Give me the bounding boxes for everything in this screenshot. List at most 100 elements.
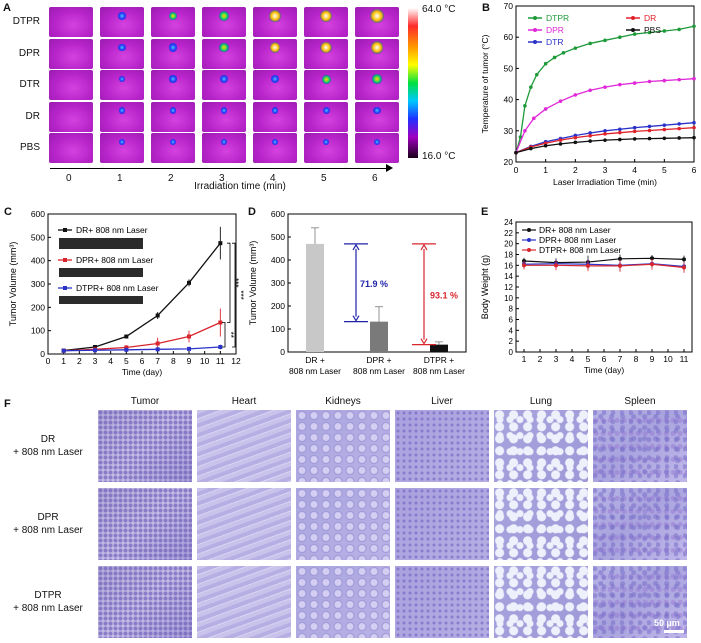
y-tick-label: 500 (31, 232, 45, 242)
thermal-image-cell (151, 70, 195, 100)
thermal-image-cell (100, 39, 144, 69)
y-axis-label: Tumor Volume (mm³) (248, 241, 258, 326)
scale-bar-label: 50 µm (654, 618, 680, 628)
data-point (588, 42, 592, 46)
data-point (677, 122, 681, 126)
thermal-image-cell (49, 70, 93, 100)
significance-label: *** (236, 290, 244, 299)
data-point (93, 348, 97, 352)
data-point (603, 138, 607, 142)
x-tick-label: 0 (46, 356, 51, 366)
tumor-hotspot (169, 75, 176, 82)
histology-image (494, 488, 588, 560)
x-tick-label: 6 (140, 356, 145, 366)
thermal-image-cell (304, 133, 348, 163)
x-tick-label: 0 (514, 165, 519, 175)
y-tick-label: 16 (504, 261, 513, 270)
data-point (544, 144, 548, 148)
tumor-hotspot (272, 107, 279, 114)
tumor-hotspot (221, 107, 228, 114)
data-point (650, 262, 654, 266)
x-tick-label: 5 (124, 356, 129, 366)
tumor-photo-dtpr (59, 296, 143, 304)
thermal-row-label: DR (2, 111, 40, 122)
data-point (529, 147, 533, 151)
time-tick-label: 1 (117, 173, 123, 184)
tumor-hotspot (118, 44, 125, 51)
data-point (62, 349, 66, 353)
legend-marker (527, 228, 531, 232)
tumor-hotspot (119, 139, 125, 145)
histology-column-label: Tumor (98, 396, 192, 407)
data-point (692, 121, 696, 125)
histology-row-label-group: DTPR (0, 590, 96, 601)
data-point (663, 79, 667, 83)
data-point (562, 51, 566, 55)
data-point (514, 151, 518, 155)
thermal-image-cell (151, 133, 195, 163)
y-tick-label: 12 (504, 283, 513, 292)
tumor-hotspot (119, 76, 126, 83)
thermal-image-cell (151, 102, 195, 132)
y-axis-label: Body Weight (g) (480, 255, 490, 319)
tumor-hotspot (370, 9, 384, 23)
data-point (633, 81, 637, 85)
thermal-image-cell (304, 39, 348, 69)
thermal-image-cell (49, 39, 93, 69)
data-point (692, 77, 696, 81)
thermal-image-cell (253, 102, 297, 132)
x-tick-label: 1 (61, 356, 66, 366)
legend-marker (63, 258, 67, 262)
x-tick-label: 10 (663, 354, 673, 364)
tumor-hotspot (320, 10, 333, 23)
x-tick-label: 7 (155, 356, 160, 366)
data-point (692, 24, 696, 28)
y-tick-label: 20 (504, 240, 513, 249)
data-point (618, 131, 622, 135)
data-point (559, 99, 563, 103)
bar (306, 244, 324, 352)
y-tick-label: 20 (504, 157, 514, 167)
y-tick-label: 0 (280, 347, 285, 357)
y-tick-label: 400 (31, 256, 45, 266)
tumor-hotspot (169, 43, 177, 51)
data-point (586, 264, 590, 268)
data-point (544, 107, 548, 111)
x-tick-label: 7 (618, 354, 623, 364)
legend-marker (63, 286, 67, 290)
series-line (524, 258, 684, 262)
legend-label: DTPR+ 808 nm Laser (76, 283, 159, 293)
tumor-hotspot (374, 139, 381, 146)
y-tick-label: 10 (504, 294, 513, 303)
thermal-image-cell (253, 133, 297, 163)
data-point (156, 314, 160, 318)
x-tick-label: 11 (680, 354, 689, 364)
histology-image (395, 410, 489, 482)
x-tick-label: 4 (570, 354, 575, 364)
tumor-hotspot (118, 12, 125, 19)
x-tick-label: 5 (662, 165, 667, 175)
tumor-hotspot (220, 75, 228, 83)
data-point (187, 335, 191, 339)
data-point (618, 35, 622, 39)
data-point (156, 342, 160, 346)
x-tick-label: 5 (586, 354, 591, 364)
thermal-image-cell (202, 7, 246, 37)
scale-max-label: 64.0 °C (422, 4, 455, 15)
x-axis-label: Time (day) (122, 367, 162, 377)
thermal-image-cell (151, 7, 195, 37)
tumor-hotspot (323, 107, 330, 114)
legend-marker (533, 28, 537, 32)
data-point (574, 46, 578, 50)
tumor-hotspot (272, 139, 279, 146)
tumor-hotspot (169, 12, 178, 21)
data-point (663, 128, 667, 132)
legend-marker (631, 28, 635, 32)
x-tick-label: 9 (187, 356, 192, 366)
histology-column-label: Liver (395, 396, 489, 407)
legend-label: DTPR+ 808 nm Laser (539, 245, 622, 255)
histology-image (494, 410, 588, 482)
histology-image (98, 488, 192, 560)
x-tick-label: 9 (650, 354, 655, 364)
legend-marker (527, 238, 531, 242)
